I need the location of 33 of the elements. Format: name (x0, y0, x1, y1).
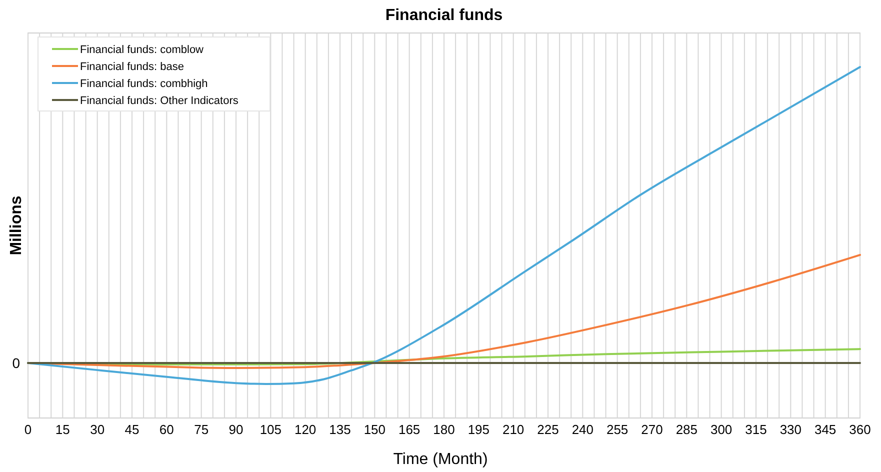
x-tick-label: 90 (228, 422, 244, 437)
x-tick-label: 225 (537, 422, 559, 437)
x-tick-label: 255 (606, 422, 628, 437)
x-tick-label: 75 (194, 422, 209, 437)
x-tick-label: 195 (468, 422, 490, 437)
x-tick-label: 0 (24, 422, 32, 437)
x-tick-label: 150 (364, 422, 386, 437)
x-tick-label: 15 (55, 422, 70, 437)
x-axis-title: Time (Month) (393, 451, 488, 468)
x-tick-label: 105 (260, 422, 282, 437)
x-tick-label: 210 (502, 422, 524, 437)
x-tick-label: 135 (329, 422, 351, 437)
text: 0 (12, 354, 20, 371)
x-tick-label: 270 (641, 422, 663, 437)
legend-label: Financial funds: combhigh (80, 78, 208, 90)
x-tick-label: 30 (90, 422, 105, 437)
x-tick-label: 60 (159, 422, 174, 437)
x-tick-label: 240 (572, 422, 594, 437)
x-tick-label: 300 (710, 422, 732, 437)
x-tick-label: 330 (780, 422, 802, 437)
x-tick-label: 45 (124, 422, 140, 437)
y-axis-title: Millions (8, 196, 25, 256)
x-tick-label: 360 (849, 422, 871, 437)
x-tick-label: 180 (433, 422, 455, 437)
x-tick-label: 165 (398, 422, 420, 437)
x-tick-label: 315 (745, 422, 767, 437)
x-tick-label: 285 (676, 422, 698, 437)
legend-label: Financial funds: Other Indicators (80, 95, 239, 107)
legend-label: Financial funds: base (80, 61, 184, 73)
legend-label: Financial funds: comblow (80, 44, 204, 56)
chart-title: Financial funds (385, 7, 503, 24)
x-tick-label: 120 (294, 422, 316, 437)
x-tick-label: 345 (814, 422, 836, 437)
